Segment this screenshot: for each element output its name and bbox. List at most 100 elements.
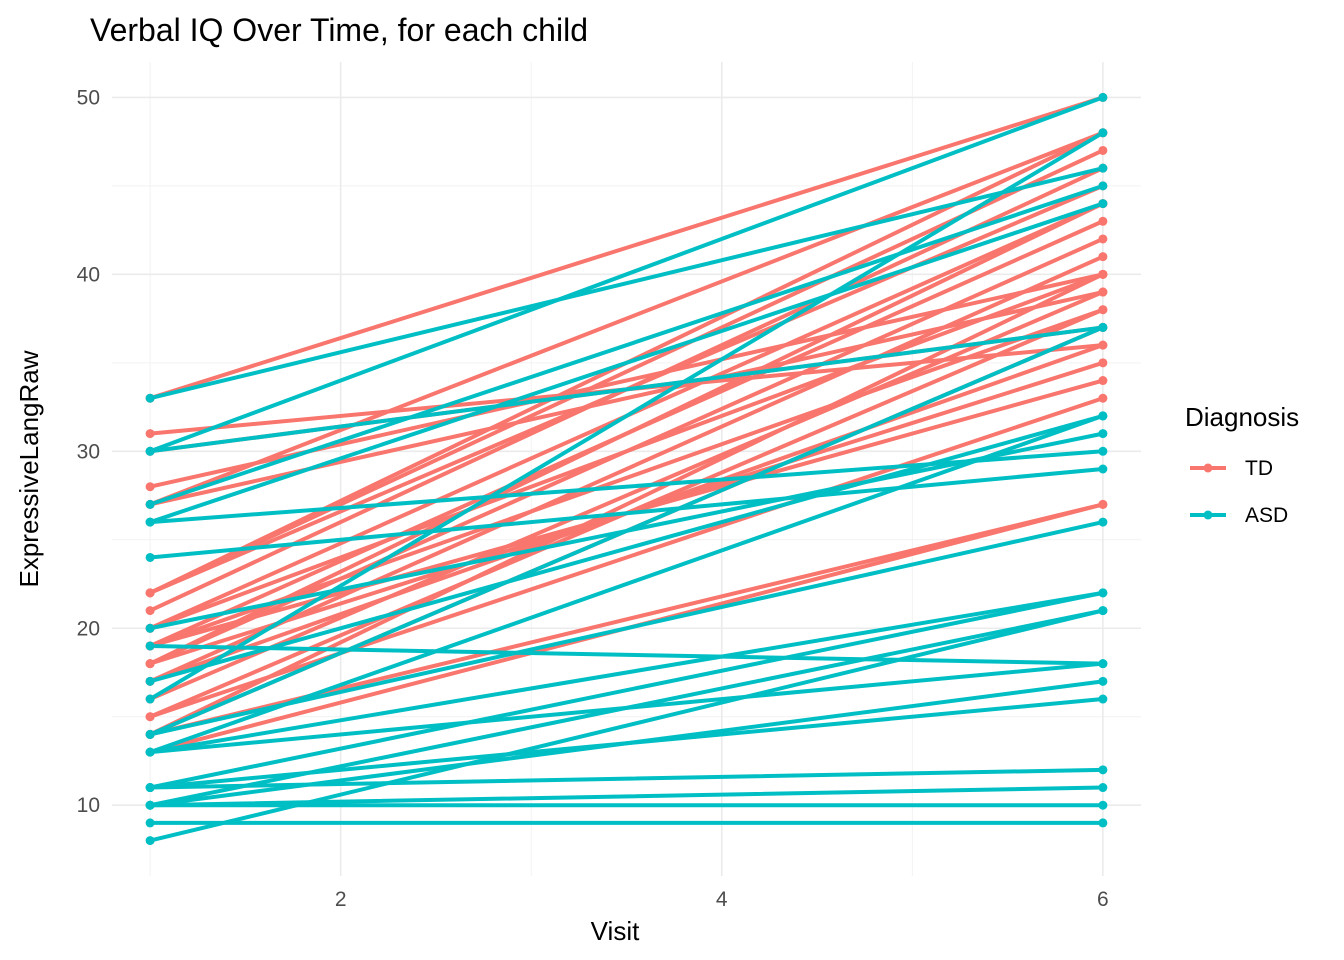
tick-labels: 2 4 6 10 20 30 40 50 (77, 86, 1109, 911)
legend-key-point-asd (1203, 510, 1213, 520)
y-tick-label: 30 (77, 440, 100, 463)
data-point-asd (145, 729, 155, 739)
data-point-asd (145, 694, 155, 704)
data-point-td (1098, 145, 1108, 155)
series-line-asd (148, 166, 1105, 401)
legend-title: Diagnosis (1185, 402, 1299, 432)
series-line-asd (148, 608, 1105, 843)
data-point-asd (1098, 322, 1108, 332)
data-point-asd (145, 747, 155, 757)
data-point-asd (1098, 659, 1108, 669)
data-point-asd (1098, 517, 1108, 527)
data-point-asd (1098, 818, 1108, 828)
data-point-asd (1098, 783, 1108, 793)
legend-label-td: TD (1245, 457, 1273, 480)
series-line-asd (148, 201, 1105, 525)
y-tick-label: 10 (77, 794, 100, 817)
data-point-td (145, 429, 155, 439)
series-line-asd (148, 785, 1105, 808)
data-point-asd (145, 623, 155, 633)
series-line-td (148, 396, 1105, 719)
series-line-asd (148, 679, 1105, 808)
y-tick-label: 50 (77, 86, 100, 109)
data-point-asd (145, 393, 155, 403)
series-line-asd (148, 449, 1105, 525)
series-line-asd (148, 325, 1105, 454)
data-point-td (1098, 287, 1108, 297)
data-point-td (1098, 305, 1108, 315)
data-lines (148, 95, 1105, 843)
data-point-asd (1098, 676, 1108, 686)
series-line-asd (148, 467, 1105, 560)
series-line-asd (148, 520, 1105, 737)
data-point-asd (1098, 606, 1108, 616)
series-line-td (148, 254, 1105, 684)
data-point-td (1098, 376, 1108, 386)
data-point-td (1098, 358, 1108, 368)
data-point-asd (1098, 411, 1108, 421)
data-point-asd (1098, 429, 1108, 439)
data-point-asd (1098, 199, 1108, 209)
data-point-asd (145, 517, 155, 527)
data-point-td (145, 482, 155, 492)
y-tick-label: 40 (77, 263, 100, 286)
series-line-td (148, 236, 1105, 666)
series-line-asd (148, 608, 1105, 808)
legend-key-point-td (1203, 463, 1213, 473)
data-point-td (145, 606, 155, 616)
data-point-td (145, 588, 155, 598)
series-line-td (148, 130, 1105, 507)
data-point-asd (145, 641, 155, 651)
data-point-asd (1098, 464, 1108, 474)
data-point-td (145, 659, 155, 669)
data-point-asd (1098, 163, 1108, 173)
series-line-td (148, 201, 1105, 666)
data-point-asd (1098, 181, 1108, 191)
data-point-td (1098, 252, 1108, 262)
series-line-td (148, 272, 1105, 737)
data-point-asd (145, 552, 155, 562)
data-point-asd (145, 818, 155, 828)
series-line-asd (148, 590, 1105, 790)
data-point-td (1098, 499, 1108, 509)
series-line-asd (148, 95, 1105, 454)
series-line-asd (148, 325, 1105, 737)
data-point-td (1098, 234, 1108, 244)
data-point-asd (145, 800, 155, 810)
data-point-asd (145, 446, 155, 456)
data-point-td (1098, 340, 1108, 350)
data-point-td (145, 712, 155, 722)
data-points (145, 92, 1108, 846)
y-tick-label: 20 (77, 617, 100, 640)
x-tick-label: 6 (1097, 888, 1109, 911)
series-line-asd (148, 413, 1105, 755)
x-axis-title: Visit (591, 916, 640, 946)
data-point-asd (1098, 800, 1108, 810)
data-point-td (1098, 393, 1108, 403)
series-line-td (148, 95, 1105, 401)
series-line-asd (148, 590, 1105, 755)
series-line-td (148, 148, 1105, 595)
series-line-asd (148, 130, 1105, 702)
data-point-td (1098, 269, 1108, 279)
data-point-asd (1098, 446, 1108, 456)
legend: Diagnosis TD ASD (1185, 402, 1299, 527)
data-point-asd (1098, 588, 1108, 598)
data-point-asd (1098, 128, 1108, 138)
x-tick-label: 2 (335, 888, 347, 911)
series-line-asd (148, 643, 1105, 666)
data-point-asd (145, 499, 155, 509)
data-point-asd (1098, 694, 1108, 704)
series-line-asd (148, 183, 1105, 507)
series-line-td (148, 307, 1105, 648)
x-tick-label: 4 (716, 888, 728, 911)
legend-label-asd: ASD (1245, 504, 1288, 527)
data-point-asd (1098, 92, 1108, 102)
chart-title: Verbal IQ Over Time, for each child (90, 12, 588, 48)
data-point-td (1098, 216, 1108, 226)
data-point-asd (1098, 765, 1108, 775)
data-point-asd (145, 783, 155, 793)
series-line-asd (148, 413, 1105, 684)
y-axis-title: ExpressiveLangRaw (14, 350, 44, 587)
